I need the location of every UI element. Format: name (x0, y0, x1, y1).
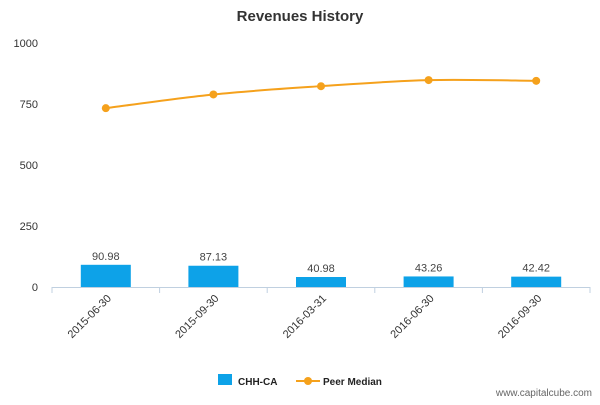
legend-label-bar: CHH-CA (238, 377, 277, 388)
bar (511, 276, 562, 287)
bar-data-label: 40.98 (307, 263, 335, 275)
y-tick-label: 1000 (14, 38, 38, 50)
bar (403, 276, 454, 287)
legend: CHH-CA Peer Median (218, 374, 382, 388)
legend-swatch-marker (304, 377, 312, 385)
line-point (101, 104, 110, 113)
y-tick-label: 750 (20, 99, 38, 111)
watermark: www.capitalcube.com (495, 388, 592, 399)
bar (80, 264, 131, 287)
bar-data-label: 87.13 (200, 252, 228, 264)
line-point (317, 82, 325, 91)
bar-series (80, 264, 562, 287)
y-tick-label: 250 (20, 221, 38, 233)
bar (188, 265, 239, 287)
x-tick-label: 2016-03-31 (281, 293, 329, 341)
y-tick-label: 500 (20, 160, 38, 172)
x-tick-label: 2016-09-30 (496, 293, 544, 341)
line-series (101, 76, 541, 113)
bar (296, 277, 346, 287)
x-tick-label: 2016-06-30 (388, 293, 436, 341)
legend-swatch-bar (218, 374, 232, 385)
bar-data-label: 42.42 (522, 263, 550, 275)
bar-data-label: 43.26 (415, 262, 443, 274)
legend-label-line: Peer Median (323, 377, 382, 388)
x-tick-label: 2015-06-30 (66, 293, 114, 341)
line-point (424, 76, 433, 85)
line-point (532, 76, 541, 85)
y-axis-ticks: 0 250 500 750 1000 (14, 38, 38, 294)
x-tick-label: 2015-09-30 (173, 293, 221, 341)
chart-title: Revenues History (237, 8, 364, 25)
bar-data-labels: 90.98 87.13 40.98 43.26 42.42 (92, 251, 550, 275)
y-tick-label: 0 (32, 282, 38, 294)
line-point (209, 90, 218, 99)
bar-data-label: 90.98 (92, 251, 120, 263)
x-axis-ticks: 2015-06-30 2015-09-30 2016-03-31 2016-06-30… (51, 287, 591, 341)
